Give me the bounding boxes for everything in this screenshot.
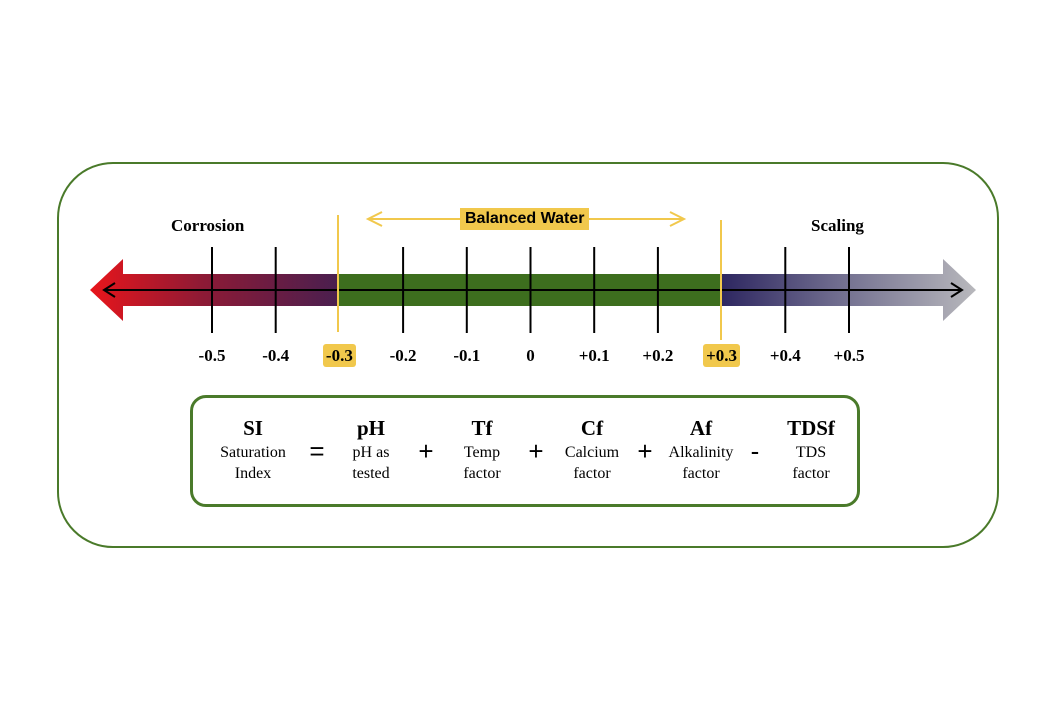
tick-label: -0.2	[373, 344, 433, 368]
tick-label-text: -0.4	[262, 346, 290, 365]
axis-left-arrowhead	[102, 282, 116, 298]
term-af-symbol: Af	[689, 416, 713, 440]
tick-label-text: -0.3	[322, 344, 356, 367]
term-cf-desc: Calcium factor	[564, 444, 620, 482]
term-tf-symbol: Tf	[471, 416, 493, 440]
balanced-water-label: Balanced Water	[460, 208, 590, 230]
tick-label: -0.1	[437, 344, 497, 368]
tick-label: +0.3	[692, 344, 752, 368]
term-tdsf-desc: TDS factor	[792, 444, 830, 482]
term-tf-desc: Temp factor	[463, 444, 501, 482]
balanced-right-arrowhead	[669, 211, 687, 227]
tick-label: -0.4	[246, 344, 306, 368]
tick-label: +0.2	[628, 344, 688, 368]
formula-box: SI Saturation Index = pH pH as tested + …	[190, 395, 860, 507]
tick-label-text: -0.1	[453, 346, 481, 365]
term-si: SI Saturation Index	[193, 416, 313, 484]
term-si-symbol: SI	[243, 416, 263, 440]
tick-label: -0.5	[182, 344, 242, 368]
plus-operator-2: +	[528, 436, 544, 466]
term-af-desc: Alkalinity factor	[668, 444, 734, 482]
term-cf: Cf Calcium factor	[532, 416, 652, 484]
scaling-label: Scaling	[811, 216, 864, 235]
tick-label-text: +0.1	[578, 346, 610, 365]
term-ph: pH pH as tested	[311, 416, 431, 484]
term-tdsf: TDSf TDS factor	[751, 416, 871, 484]
term-af: Af Alkalinity factor	[641, 416, 761, 484]
corrosion-label: Corrosion	[171, 216, 245, 235]
tick-label-text: 0	[526, 346, 535, 365]
tick-label-text: +0.2	[642, 346, 674, 365]
tick-label: +0.4	[755, 344, 815, 368]
term-ph-symbol: pH	[356, 416, 385, 440]
minus-operator: -	[750, 436, 760, 466]
outer-frame	[57, 162, 999, 548]
plus-operator-1: +	[418, 436, 434, 466]
term-cf-symbol: Cf	[580, 416, 604, 440]
equals-operator: =	[309, 436, 325, 466]
term-ph-desc: pH as tested	[352, 444, 390, 482]
tick-label-text: -0.5	[198, 346, 226, 365]
tick-label: 0	[501, 344, 561, 368]
tick-label-text: -0.2	[389, 346, 417, 365]
tick-label-text: +0.3	[703, 344, 741, 367]
plus-operator-3: +	[637, 436, 653, 466]
balanced-left-arrowhead	[365, 211, 383, 227]
tick-label: +0.1	[564, 344, 624, 368]
axis-right-arrowhead	[950, 282, 964, 298]
tick-label: +0.5	[819, 344, 879, 368]
term-tdsf-symbol: TDSf	[787, 416, 835, 440]
term-tf: Tf Temp factor	[422, 416, 542, 484]
tick-label: -0.3	[309, 344, 369, 368]
tick-label-text: +0.4	[769, 346, 801, 365]
term-si-desc: Saturation Index	[220, 444, 286, 482]
tick-label-text: +0.5	[833, 346, 865, 365]
